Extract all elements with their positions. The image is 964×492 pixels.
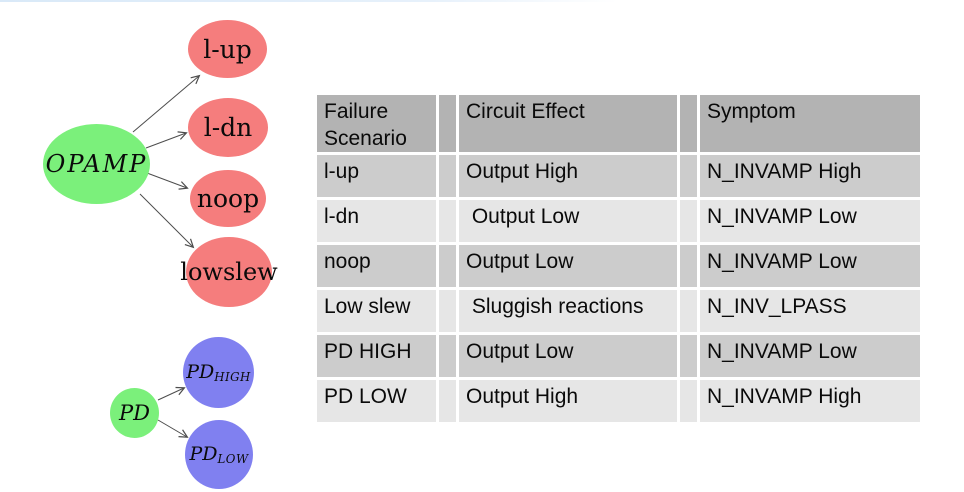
cell-symptom: N_INVAMP Low (707, 250, 857, 273)
node-label: l-up (203, 34, 252, 64)
cell-effect: Sluggish reactions (466, 295, 644, 318)
edge-opamp-noop (146, 172, 189, 190)
top-edge-highlight (0, 0, 618, 2)
cell-effect: Output High (466, 160, 579, 183)
cell-spacer (439, 380, 456, 422)
table-row: l-dn Output Low N_INVAMP Low (317, 200, 920, 242)
cell-spacer (439, 290, 456, 332)
cell-spacer (680, 380, 697, 422)
table-header-row: Failure Scenario Circuit Effect Symptom (317, 95, 920, 152)
failure-scenario-table: Failure Scenario Circuit Effect Symptom … (314, 92, 923, 425)
cell-symptom: N_INVAMP Low (707, 205, 857, 228)
cell-scenario: Low slew (324, 295, 411, 318)
header-spacer-cell (439, 95, 456, 152)
diagram-node-l-up: l-up (188, 20, 267, 78)
cell-spacer (680, 155, 697, 197)
table-row: noop Output Low N_INVAMP Low (317, 245, 920, 287)
node-label: noop (196, 184, 260, 213)
table-row: l-up Output High N_INVAMP High (317, 155, 920, 197)
cell-symptom: N_INV_LPASS (707, 295, 847, 318)
node-label-base: PD (186, 361, 215, 384)
cell-spacer (439, 200, 456, 242)
edge-pd-pdhigh (157, 386, 186, 401)
node-label: PDLOW (189, 443, 248, 466)
cell-scenario: l-up (324, 160, 360, 183)
cell-scenario: PD HIGH (324, 340, 412, 363)
cell-scenario: noop (324, 250, 371, 273)
node-label: PD (119, 401, 150, 425)
node-label-base: PD (189, 443, 218, 466)
cell-effect: Output Low (466, 340, 574, 363)
header-symptom: Symptom (707, 100, 796, 123)
cell-spacer (680, 335, 697, 377)
cell-symptom: N_INVAMP Low (707, 340, 857, 363)
cell-scenario: l-dn (324, 205, 360, 228)
node-label: PDHIGH (186, 361, 251, 384)
diagram-node-l-dn: l-dn (188, 98, 268, 157)
edge-opamp-lowslew (139, 193, 195, 249)
diagram-node-pd: PD (110, 388, 159, 438)
cell-spacer (439, 335, 456, 377)
diagram-node-opamp: OPAMP (43, 124, 150, 204)
edge-pd-pdlow (157, 419, 189, 438)
diagram-node-noop: noop (190, 170, 266, 227)
cell-effect: Output High (466, 385, 579, 408)
header-circuit-effect: Circuit Effect (466, 100, 585, 123)
node-label-subscript: HIGH (214, 370, 251, 385)
cell-spacer (680, 200, 697, 242)
node-label-subscript: LOW (217, 452, 249, 467)
header-failure-scenario: Failure Scenario (324, 100, 407, 150)
header-spacer-cell (680, 95, 697, 152)
cell-symptom: N_INVAMP High (707, 160, 862, 183)
cell-spacer (439, 245, 456, 287)
cell-symptom: N_INVAMP High (707, 385, 862, 408)
diagram-node-pd-high: PDHIGH (183, 337, 254, 408)
diagram-node-lowslew: lowslew (180, 237, 278, 307)
table-row: Low slew Sluggish reactions N_INV_LPASS (317, 290, 920, 332)
cell-spacer (439, 155, 456, 197)
cell-effect: Output Low (466, 250, 574, 273)
edge-opamp-l-dn (145, 131, 188, 149)
cell-spacer (680, 290, 697, 332)
cell-effect: Output Low (466, 205, 580, 228)
node-label: l-dn (203, 113, 253, 142)
node-label: lowslew (180, 258, 278, 286)
table-row: PD HIGH Output Low N_INVAMP Low (317, 335, 920, 377)
table-row: PD LOW Output High N_INVAMP High (317, 380, 920, 422)
diagram-node-pd-low: PDLOW (185, 420, 253, 489)
cell-scenario: PD LOW (324, 385, 407, 408)
node-label: OPAMP (45, 150, 148, 178)
cell-spacer (680, 245, 697, 287)
